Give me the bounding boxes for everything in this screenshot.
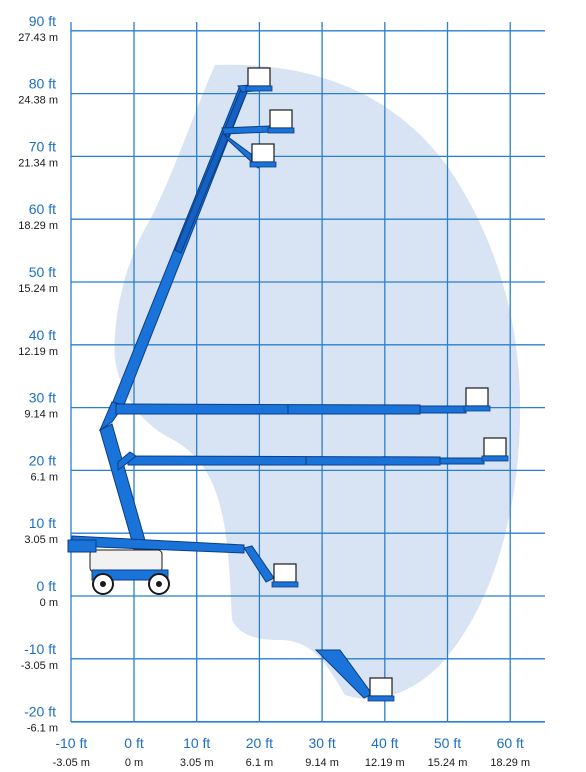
- basket-max-height: [245, 67, 273, 92]
- y-tick-label-m: 24.38 m: [18, 95, 58, 107]
- chassis-base: [91, 569, 169, 581]
- basket-below-grade: [367, 677, 395, 702]
- basket-70ft: [249, 143, 277, 168]
- jib-mid: [221, 125, 271, 135]
- x-tick-label-ft: 20 ft: [246, 735, 273, 751]
- x-tick-label-m: 18.29 m: [490, 757, 530, 769]
- basket-75ft: [267, 109, 295, 134]
- x-tick-label-ft: -10 ft: [55, 735, 87, 751]
- x-tick-label-m: -3.05 m: [53, 757, 90, 769]
- y-tick-label-ft: 40 ft: [29, 327, 56, 343]
- y-tick-label-ft: -20 ft: [24, 704, 56, 720]
- wheel-left-hub: [100, 581, 106, 587]
- y-tick-label-ft: 0 ft: [37, 578, 57, 594]
- y-tick-label-ft: 80 ft: [29, 76, 56, 92]
- y-tick-label-m: 9.14 m: [24, 409, 58, 421]
- jib-30ft: [419, 405, 467, 414]
- y-tick-label-m: 27.43 m: [18, 32, 58, 44]
- y-tick-label-m: -3.05 m: [21, 660, 58, 672]
- horizontal-boom-30ft: [115, 403, 421, 415]
- x-tick-label-ft: 0 ft: [124, 735, 144, 751]
- y-tick-label-m: 3.05 m: [24, 534, 58, 546]
- y-tick-label-m: 6.1 m: [30, 471, 58, 483]
- x-tick-label-m: 3.05 m: [180, 757, 214, 769]
- y-tick-label-ft: 20 ft: [29, 452, 56, 468]
- y-tick-label-ft: 10 ft: [29, 515, 56, 531]
- x-tick-label-m: 6.1 m: [246, 757, 274, 769]
- x-tick-label-m: 9.14 m: [305, 757, 339, 769]
- working-envelope: [114, 64, 521, 699]
- jib-22ft: [439, 457, 485, 465]
- wheel-right-hub: [156, 581, 162, 587]
- y-tick-label-ft: 30 ft: [29, 390, 56, 406]
- x-tick-label-m: 15.24 m: [428, 757, 468, 769]
- x-tick-label-ft: 50 ft: [434, 735, 461, 751]
- x-axis-labels: -10 ft -3.05 m 0 ft 0 m 10 ft 3.05 m 20 ft 6.1 …: [53, 735, 530, 769]
- y-tick-label-m: 0 m: [40, 597, 58, 609]
- x-tick-label-ft: 60 ft: [497, 735, 524, 751]
- y-tick-label-ft: 60 ft: [29, 201, 56, 217]
- x-tick-label-m: 0 m: [125, 757, 143, 769]
- y-tick-label-m: 15.24 m: [18, 283, 58, 295]
- y-tick-label-m: 21.34 m: [18, 157, 58, 169]
- y-tick-label-ft: -10 ft: [24, 641, 56, 657]
- y-tick-label-ft: 90 ft: [29, 13, 56, 29]
- turntable: [67, 539, 97, 553]
- y-tick-label-m: 18.29 m: [18, 220, 58, 232]
- basket-22ft: [481, 437, 509, 462]
- y-tick-label-ft: 70 ft: [29, 138, 56, 154]
- x-tick-label-ft: 10 ft: [183, 735, 210, 751]
- y-tick-label-m: 12.19 m: [18, 346, 58, 358]
- basket-lowered: [271, 563, 299, 588]
- boom-lift-illustration: [67, 67, 509, 702]
- y-tick-label-ft: 50 ft: [29, 264, 56, 280]
- x-tick-label-ft: 40 ft: [371, 735, 398, 751]
- x-tick-label-ft: 30 ft: [308, 735, 335, 751]
- y-axis-labels: 90 ft 27.43 m 80 ft 24.38 m 70 ft 21.34 m 60 f…: [18, 13, 58, 735]
- y-tick-label-m: -6.1 m: [27, 723, 58, 735]
- horizontal-boom-22ft: [127, 455, 441, 466]
- basket-30ft: [463, 387, 491, 412]
- chassis-body: [89, 549, 163, 573]
- x-tick-label-m: 12.19 m: [365, 757, 405, 769]
- riser-link-22ft: [117, 451, 137, 471]
